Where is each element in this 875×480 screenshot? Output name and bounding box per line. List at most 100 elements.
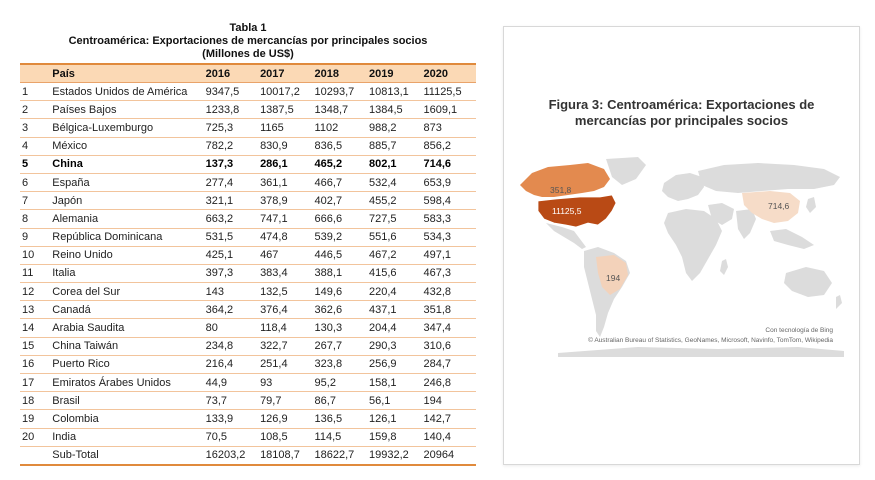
country-cell: Puerto Rico (50, 355, 204, 375)
value-cell: 465,2 (312, 155, 367, 174)
rank-cell: 16 (20, 355, 51, 375)
value-cell: 376,4 (258, 300, 313, 320)
value-cell: 137,3 (203, 155, 259, 174)
value-cell: 598,4 (421, 191, 476, 211)
value-cell: 126,1 (367, 409, 422, 429)
country-cell: España (50, 173, 204, 193)
value-cell: 56,1 (367, 391, 422, 411)
value-cell: 1348,7 (312, 100, 367, 120)
rank-cell: 10 (20, 246, 51, 265)
exports-table-section: Tabla 1 Centroamérica: Exportaciones de … (20, 22, 476, 466)
value-cell: 1387,5 (258, 100, 313, 120)
value-cell: 142,7 (421, 409, 476, 429)
country-cell: Sub-Total (52, 449, 99, 462)
value-cell: 474,8 (258, 228, 313, 247)
value-cell: 126,9 (258, 409, 313, 429)
table-row: 14 Arabia Saudita 80 118,4 130,3 204,4 347,4 (20, 318, 476, 338)
map-se-asia (770, 229, 814, 249)
header-rank (20, 64, 51, 83)
country-cell: Brasil (50, 391, 204, 411)
value-cell: 234,8 (203, 337, 259, 356)
value-cell: 397,3 (203, 264, 259, 284)
table-row: 18 Brasil 73,7 79,7 86,7 56,1 194 (20, 391, 476, 411)
country-cell: Arabia Saudita (50, 318, 204, 338)
table-row: 12 Corea del Sur 143 132,5 149,6 220,4 432,8 (20, 282, 476, 302)
value-cell: 415,6 (367, 264, 422, 284)
value-cell: 534,3 (421, 228, 476, 247)
map-label-canada: 351,8 (550, 185, 572, 195)
value-cell: 73,7 (203, 391, 259, 411)
value-cell: 551,6 (367, 228, 422, 247)
rank-cell: 14 (20, 318, 51, 338)
map-europe (662, 173, 704, 201)
value-cell: 402,7 (312, 191, 367, 211)
value-cell: 802,1 (367, 155, 422, 174)
map-new-zealand (836, 295, 842, 309)
rank-cell: 2 (20, 100, 51, 120)
value-cell: 497,1 (421, 246, 476, 265)
value-cell: 130,3 (312, 318, 367, 338)
table-row: 4 México 782,2 830,9 836,5 885,7 856,2 (20, 137, 476, 156)
map-china (742, 191, 800, 223)
country-cell: India (50, 428, 204, 447)
country-cell: República Dominicana (50, 228, 204, 247)
table-row: 6 España 277,4 361,1 466,7 532,4 653,9 (20, 173, 476, 193)
rank-cell: 20 (20, 428, 51, 447)
value-cell: 714,6 (421, 155, 476, 174)
table-title: Tabla 1 (229, 22, 267, 34)
map-label-china: 714,6 (768, 201, 790, 211)
table-units: (Millones de US$) (202, 48, 294, 60)
value-cell: 1384,5 (367, 100, 422, 120)
country-cell: Bélgica-Luxemburgo (50, 118, 204, 138)
country-cell: Colombia (50, 409, 204, 429)
subtotal-row: Sub-Total 16203,2 18108,7 18622,7 19932,2 209… (20, 446, 476, 465)
map-canada (520, 163, 610, 197)
value-cell: 284,7 (421, 355, 476, 375)
table-row: 15 China Taiwán 234,8 322,7 267,7 290,3 310,6 (20, 337, 476, 356)
value-cell: 256,9 (367, 355, 422, 375)
figure-panel: Figura 3: Centroamérica: Exportaciones d… (503, 26, 860, 465)
map-mexico (546, 223, 586, 249)
value-cell: 361,1 (258, 173, 313, 193)
map-africa (664, 209, 722, 281)
map-label-brazil: 194 (606, 273, 620, 283)
value-cell: 286,1 (258, 155, 313, 174)
value-cell: 727,5 (367, 209, 422, 229)
value-cell: 140,4 (421, 428, 476, 447)
map-middle-east (708, 203, 734, 225)
rank-cell: 13 (20, 300, 51, 320)
value-cell: 873 (421, 118, 476, 138)
value-cell: 782,2 (203, 137, 259, 156)
value-cell: 725,3 (203, 118, 259, 138)
value-cell: 118,4 (258, 318, 313, 338)
table-row: 13 Canadá 364,2 376,4 362,6 437,1 351,8 (20, 300, 476, 320)
value-cell: 114,5 (312, 428, 367, 447)
value-cell: 9347,5 (203, 82, 259, 102)
value-cell: 347,4 (421, 318, 476, 338)
value-cell: 11125,5 (421, 82, 476, 102)
figure-title-line2: mercancías por principales socios (574, 113, 789, 128)
value-cell: 290,3 (367, 337, 422, 356)
value-cell: 149,6 (312, 282, 367, 302)
value-cell: 310,6 (421, 337, 476, 356)
value-cell: 425,1 (203, 246, 259, 265)
map-india (736, 209, 756, 239)
rank-cell: 3 (20, 118, 51, 138)
map-label-usa: 11125,5 (552, 206, 582, 216)
map-credit-bing: Con tecnología de Bing (765, 327, 833, 334)
value-cell: 251,4 (258, 355, 313, 375)
map-antarctica (558, 347, 844, 357)
rank-cell (20, 446, 50, 465)
value-cell: 79,7 (258, 391, 313, 411)
country-cell: Emiratos Árabes Unidos (50, 373, 204, 393)
world-map: 351,8 11125,5 714,6 194 (520, 157, 844, 357)
rank-cell: 11 (20, 264, 51, 284)
value-cell: 10813,1 (367, 82, 422, 102)
map-russia (698, 163, 840, 193)
header-year: 2017 (258, 64, 313, 83)
value-cell: 885,7 (367, 137, 422, 156)
value-cell: 383,4 (258, 264, 313, 284)
value-cell: 10017,2 (258, 82, 313, 102)
value-cell: 246,8 (421, 373, 476, 393)
value-cell: 455,2 (367, 191, 422, 211)
